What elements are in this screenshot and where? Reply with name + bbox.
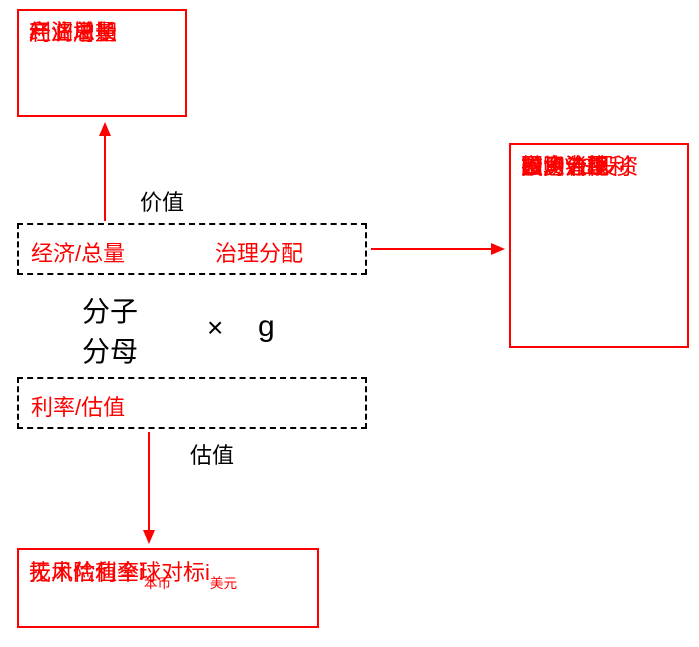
arrow-up — [0, 0, 699, 647]
